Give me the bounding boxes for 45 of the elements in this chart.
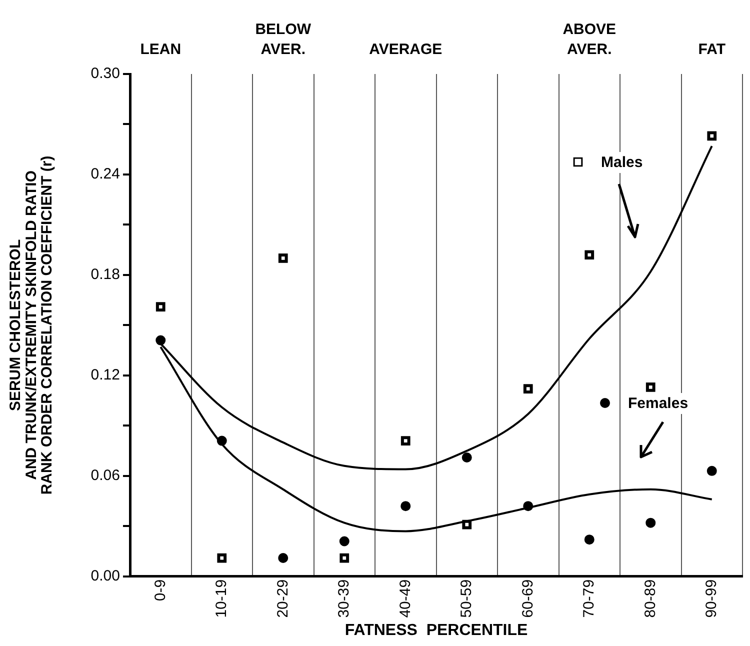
- y-tick-label: 0.06: [90, 467, 120, 484]
- legend-label: Males: [601, 154, 643, 172]
- point: [646, 518, 656, 528]
- x-tick-label: 60-69: [519, 579, 536, 618]
- x-tick-label: 0-9: [152, 579, 169, 602]
- x-tick-label: 80-89: [642, 579, 659, 618]
- point: [706, 466, 717, 476]
- x-tick-label: 50-59: [458, 579, 476, 618]
- point: [217, 553, 227, 563]
- x-tick-label: 30-39: [336, 579, 353, 618]
- point: [462, 520, 472, 530]
- point: [339, 536, 350, 546]
- point: [278, 553, 288, 564]
- y-tick-label: 0.18: [90, 266, 120, 284]
- x-tick-label: 10-19: [213, 579, 230, 618]
- point: [400, 501, 411, 512]
- point: [400, 436, 410, 446]
- x-tick-label: 70-79: [580, 579, 598, 618]
- point: [646, 382, 656, 392]
- y-tick-label: 0.30: [90, 65, 120, 82]
- x-tick-label: 20-29: [274, 579, 292, 618]
- point: [340, 553, 350, 563]
- point: [707, 131, 717, 141]
- point: [216, 436, 227, 446]
- y-axis-title: SERUM CHOLESTEROL AND TRUNK/EXTREMITY SKINFOLD RATIO RANK ORDER CORRELATION COEFFICIENT (r): [7, 156, 56, 495]
- x-tick-label: 90-99: [703, 579, 720, 618]
- x-tick-label: 40-49: [396, 579, 414, 618]
- text: LEAN: [140, 41, 182, 58]
- x-axis-title: FATNESS PERCENTILE: [344, 622, 528, 639]
- text: AVERAGE: [369, 41, 442, 58]
- y-tick-label: 0.24: [90, 166, 120, 183]
- point: [462, 452, 472, 463]
- text: FAT: [698, 41, 726, 58]
- point: [584, 534, 594, 545]
- point: [278, 254, 288, 263]
- point: [156, 335, 166, 346]
- y-tick-label: 0.00: [90, 568, 120, 585]
- point: [523, 501, 534, 512]
- text: BELOW AVER.: [255, 21, 312, 58]
- point: [523, 384, 533, 394]
- point: [156, 302, 166, 312]
- y-tick-label: 0.12: [90, 366, 120, 384]
- text: ABOVE AVER.: [562, 21, 616, 58]
- point: [584, 250, 594, 260]
- legend-label: Females: [628, 395, 688, 412]
